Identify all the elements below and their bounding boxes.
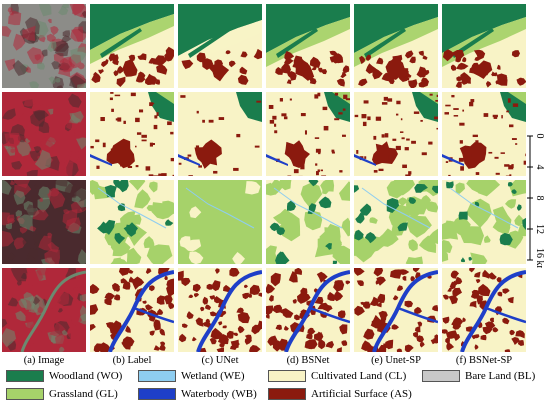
- scale-tick-0: 0: [534, 134, 545, 139]
- legend-swatch-cultivated-land: [268, 370, 306, 382]
- legend-swatch-waterbody: [138, 388, 176, 400]
- legend-item-grassland: Grassland (GL): [6, 386, 118, 402]
- scale-tick-16: 16 km: [534, 248, 545, 268]
- column-label: (a) Image: [23, 355, 65, 366]
- satellite-image-tile: [2, 92, 86, 176]
- segmentation-map-tile: [354, 268, 438, 352]
- segmentation-map-tile: [266, 180, 350, 264]
- satellite-image-tile: [2, 268, 86, 352]
- legend-label-cultivated-land: Cultivated Land (CL): [311, 370, 407, 382]
- satellite-image-tile: [2, 4, 86, 88]
- legend-item-woodland: Woodland (WO): [6, 368, 122, 384]
- segmentation-map-tile: [90, 180, 174, 264]
- segmentation-map-tile: [442, 92, 526, 176]
- legend-swatch-bare-land: [422, 370, 460, 382]
- legend-swatch-artificial-surface: [268, 388, 306, 400]
- legend-label-waterbody: Waterbody (WB): [181, 388, 257, 400]
- segmentation-map-tile: [90, 4, 174, 88]
- legend-swatch-woodland: [6, 370, 44, 382]
- segmentation-map-tile: [354, 180, 438, 264]
- scale-tick-12: 12: [534, 224, 545, 234]
- legend-item-waterbody: Waterbody (WB): [138, 386, 257, 402]
- column-label: (d) BSNet: [286, 355, 330, 366]
- segmentation-map-tile: [178, 180, 262, 264]
- segmentation-map-tile: [442, 180, 526, 264]
- legend-item-cultivated-land: Cultivated Land (CL): [268, 368, 406, 384]
- segmentation-map-tile: [442, 268, 526, 352]
- column-label: (b) Label: [112, 355, 152, 366]
- segmentation-map-tile: [266, 268, 350, 352]
- column-label: (f) BSNet-SP: [455, 355, 513, 366]
- legend-swatch-grassland: [6, 388, 44, 400]
- legend-item-artificial-surface: Artificial Surface (AS): [268, 386, 412, 402]
- segmentation-map-tile: [178, 4, 262, 88]
- legend-label-bare-land: Bare Land (BL): [465, 370, 536, 382]
- scale-bar: 0 4 8 12 16 km: [525, 130, 547, 274]
- scale-bar-graphic: 0 4 8 12 16 km: [527, 134, 545, 274]
- segmentation-map-tile: [90, 268, 174, 352]
- segmentation-map-tile: [178, 92, 262, 176]
- satellite-image-tile: [2, 180, 86, 264]
- legend-label-grassland: Grassland (GL): [49, 388, 118, 400]
- segmentation-map-tile: [442, 4, 526, 88]
- column-label: (c) UNet: [201, 355, 239, 366]
- segmentation-map-tile: [354, 92, 438, 176]
- legend-swatch-wetland: [138, 370, 176, 382]
- segmentation-map-tile: [90, 92, 174, 176]
- segmentation-map-tile: [266, 4, 350, 88]
- scale-tick-8: 8: [534, 196, 545, 201]
- scale-tick-4: 4: [534, 165, 545, 170]
- legend-label-woodland: Woodland (WO): [49, 370, 123, 382]
- segmentation-map-tile: [266, 92, 350, 176]
- legend-item-bare-land: Bare Land (BL): [422, 368, 535, 384]
- legend-item-wetland: Wetland (WE): [138, 368, 245, 384]
- segmentation-map-tile: [354, 4, 438, 88]
- legend-label-wetland: Wetland (WE): [181, 370, 245, 382]
- column-label: (e) Unet-SP: [371, 355, 421, 366]
- segmentation-map-tile: [178, 268, 262, 352]
- legend-label-artificial-surface: Artificial Surface (AS): [311, 388, 412, 400]
- legend: Woodland (WO) Grassland (GL) Wetland (WE…: [0, 366, 550, 403]
